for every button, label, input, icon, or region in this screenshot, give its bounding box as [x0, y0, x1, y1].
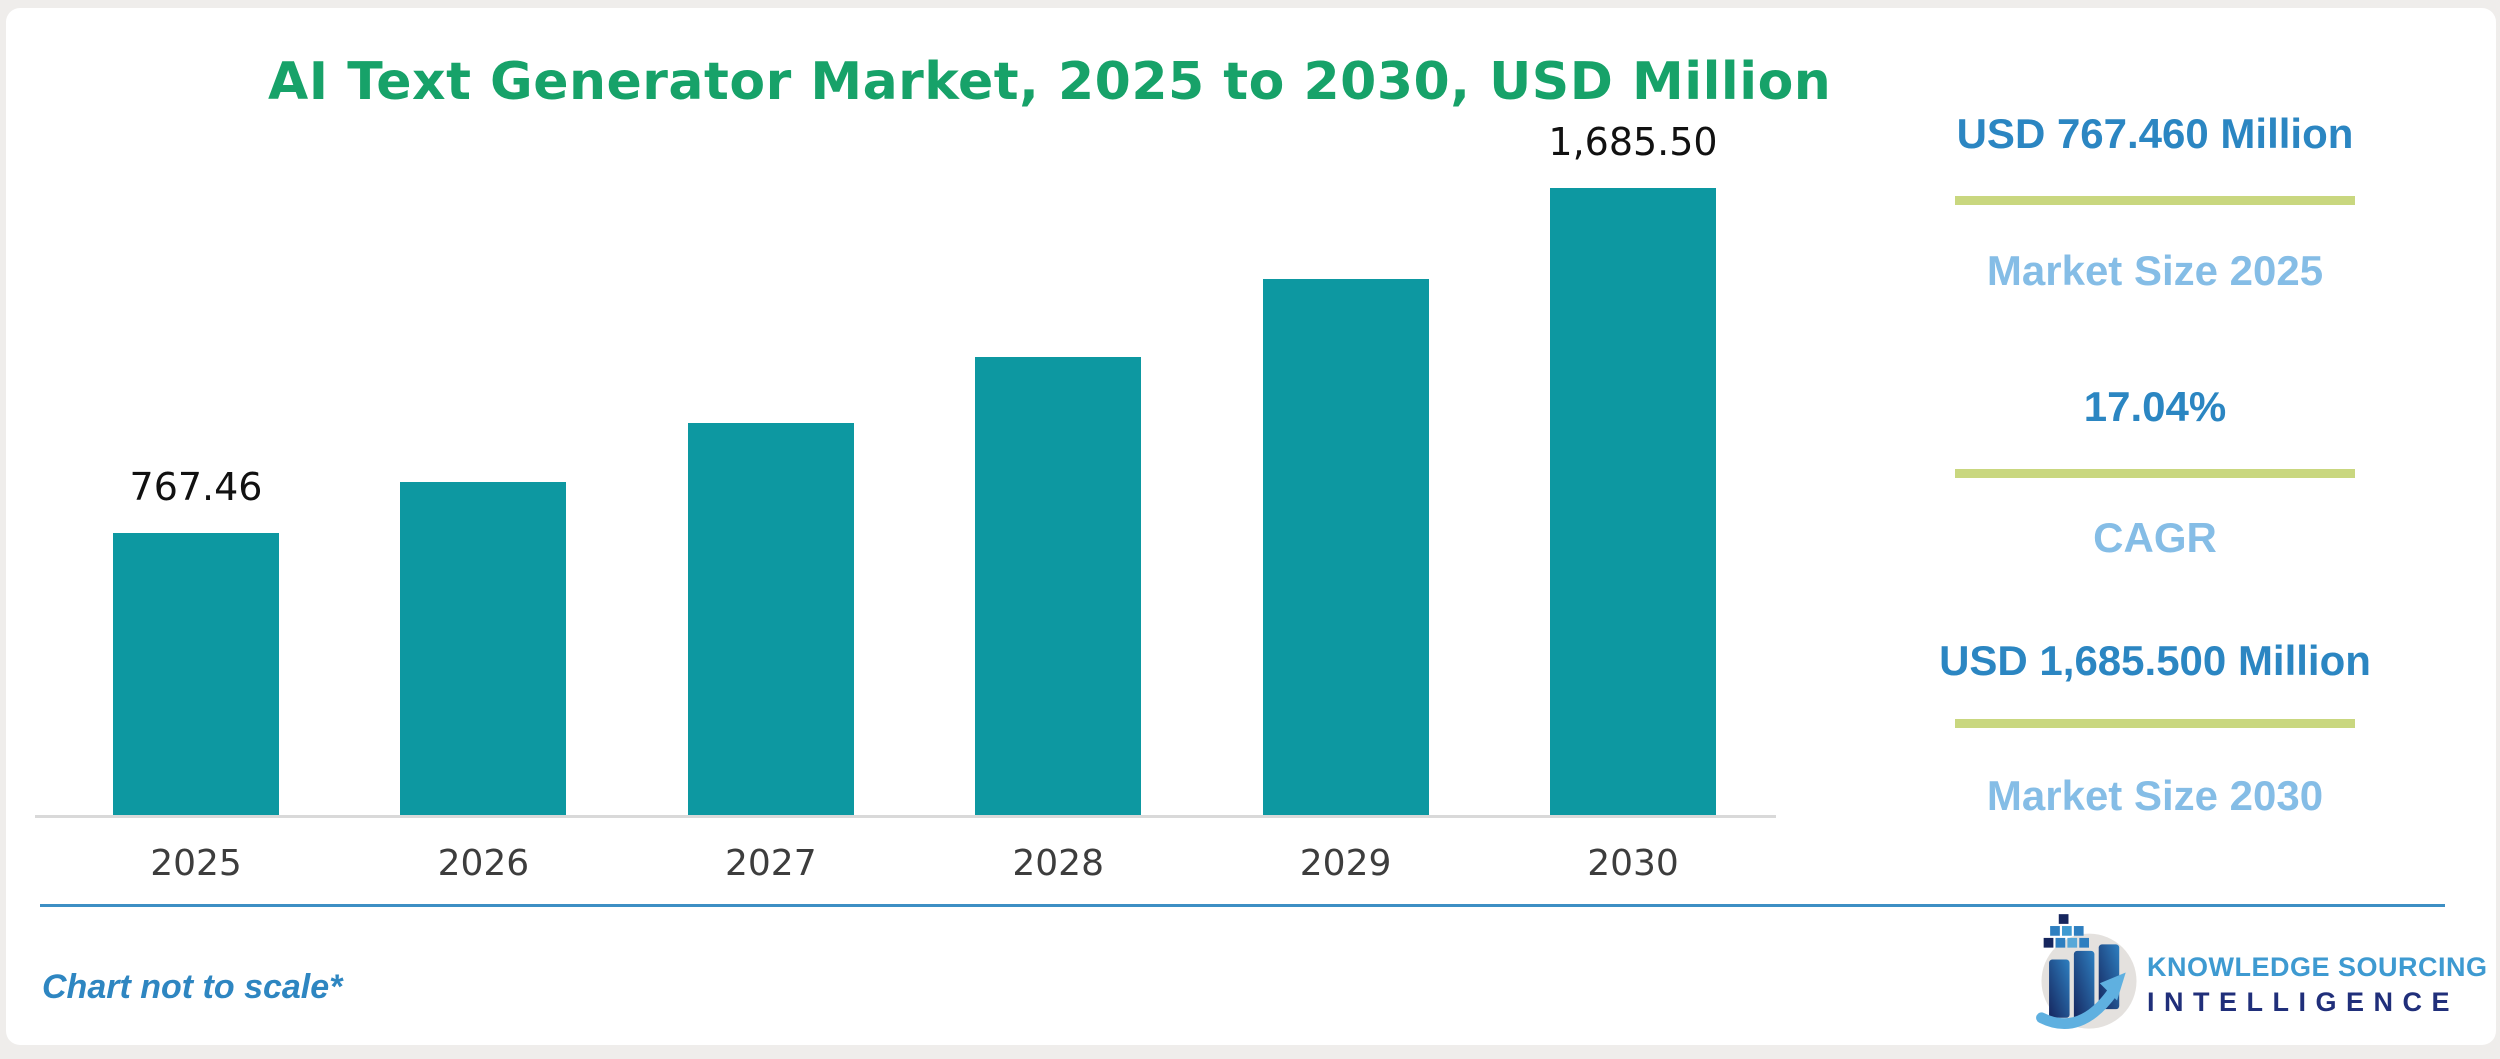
bar-chart: 767.46 2025 2026 2027 2028 2029 1,685.50 2030	[35, 120, 1776, 884]
x-tick-label-2025: 2025	[150, 843, 242, 884]
bar-group-2029	[1262, 279, 1429, 815]
bar-2029	[1262, 279, 1429, 815]
stats-panel: USD 767.460 Million Market Size 2025 17.…	[1850, 0, 2460, 900]
chart-title: AI Text Generator Market, 2025 to 2030, …	[268, 52, 1832, 112]
market-size-2030-label: Market Size 2030	[1986, 772, 2324, 819]
logo-text: KNOWLEDGE SOURCING INTELLIGENCE	[2147, 952, 2488, 1018]
bar-2028	[975, 357, 1142, 815]
x-tick-label-2030: 2030	[1587, 843, 1679, 884]
market-size-2025-value: USD 767.460 Million	[1956, 110, 2354, 157]
footer-divider	[40, 904, 2445, 907]
bar-value-label-2030: 1,685.50	[1548, 120, 1718, 164]
cagr-value: 17.04%	[2083, 383, 2227, 430]
logo-line2: INTELLIGENCE	[2147, 987, 2460, 1017]
x-tick-label-2027: 2027	[724, 843, 817, 884]
scale-note: Chart not to scale*	[42, 968, 343, 1006]
x-tick-label-2028: 2028	[1012, 843, 1104, 884]
logo: KNOWLEDGE SOURCING INTELLIGENCE	[2035, 912, 2488, 1037]
bar-group-2030: 1,685.50	[1548, 120, 1718, 815]
bar-group-2027	[687, 423, 854, 815]
x-axis-line	[35, 815, 1776, 818]
bar-2026	[400, 482, 567, 815]
market-size-2025-label: Market Size 2025	[1986, 247, 2324, 294]
stat-divider	[1955, 469, 2355, 478]
x-tick-label-2026: 2026	[437, 843, 530, 884]
logo-line1: KNOWLEDGE SOURCING	[2147, 952, 2488, 982]
bar-value-label-2025: 767.46	[129, 465, 263, 509]
stat-divider	[1955, 719, 2355, 728]
logo-mark-icon	[2036, 914, 2137, 1030]
stat-divider	[1955, 196, 2355, 205]
bar-group-2028	[975, 357, 1142, 815]
x-tick-label-2029: 2029	[1299, 843, 1392, 884]
bar-group-2025: 767.46	[113, 465, 279, 815]
cagr-label: CAGR	[2093, 514, 2217, 561]
market-size-2030-value: USD 1,685.500 Million	[1939, 637, 2371, 684]
bar-group-2026	[400, 482, 567, 815]
bar-2027	[687, 423, 854, 815]
bar-2025	[113, 533, 279, 815]
bar-2030	[1550, 188, 1716, 815]
